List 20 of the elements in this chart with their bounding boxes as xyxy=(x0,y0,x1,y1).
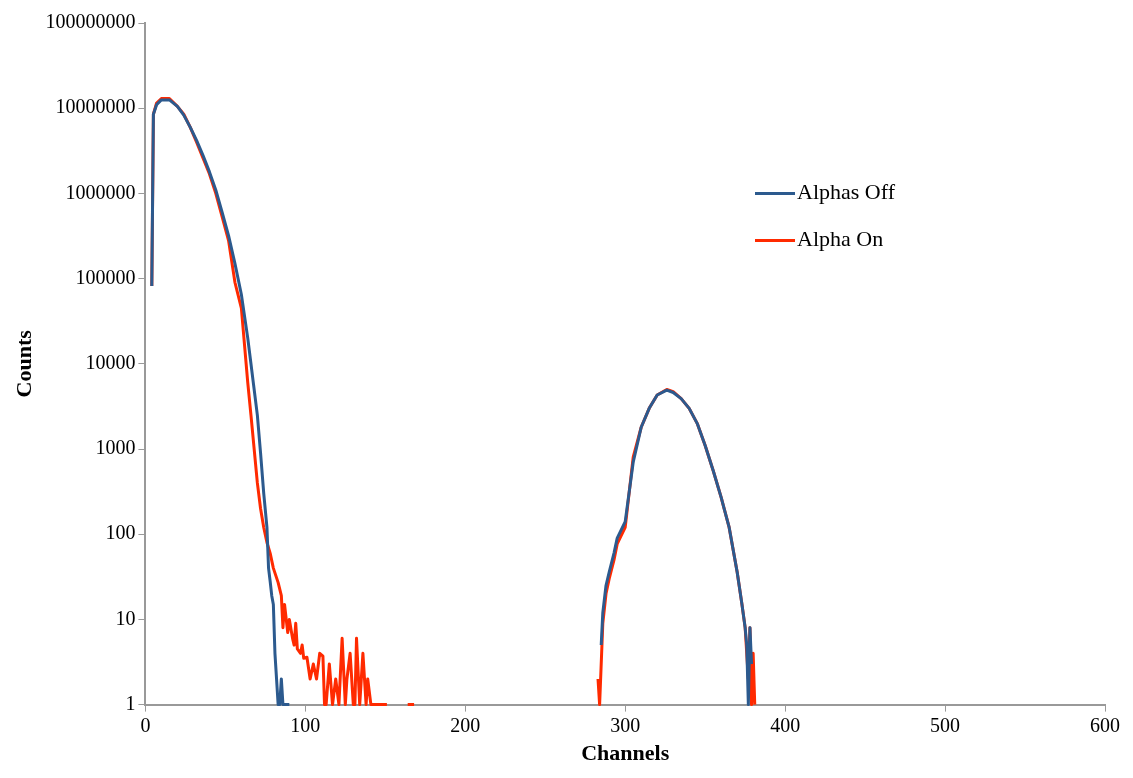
y-tick-label: 100000 xyxy=(75,265,136,288)
y-tick-label: 10000 xyxy=(85,351,136,374)
x-tick-label: 500 xyxy=(930,713,961,736)
x-tick-label: 100 xyxy=(290,713,321,736)
x-tick-label: 300 xyxy=(610,713,641,736)
y-tick-label: 10 xyxy=(115,606,136,629)
y-tick-label: 10000000 xyxy=(55,95,136,118)
x-tick-label: 400 xyxy=(770,713,801,736)
x-tick-label: 0 xyxy=(140,713,151,736)
y-tick-label: 1 xyxy=(125,691,136,714)
y-axis-title: Counts xyxy=(10,329,36,398)
y-tick-label: 1000000 xyxy=(65,180,136,203)
y-tick-label: 100000000 xyxy=(45,10,136,33)
y-tick-label: 1000 xyxy=(95,436,136,459)
x-tick-label: 600 xyxy=(1090,713,1120,736)
y-tick-label: 100 xyxy=(105,521,136,544)
legend-label: Alpha On xyxy=(797,226,884,252)
x-tick-label: 200 xyxy=(450,713,481,736)
legend-label: Alphas Off xyxy=(797,179,896,205)
x-axis-title: Channels xyxy=(581,740,670,766)
